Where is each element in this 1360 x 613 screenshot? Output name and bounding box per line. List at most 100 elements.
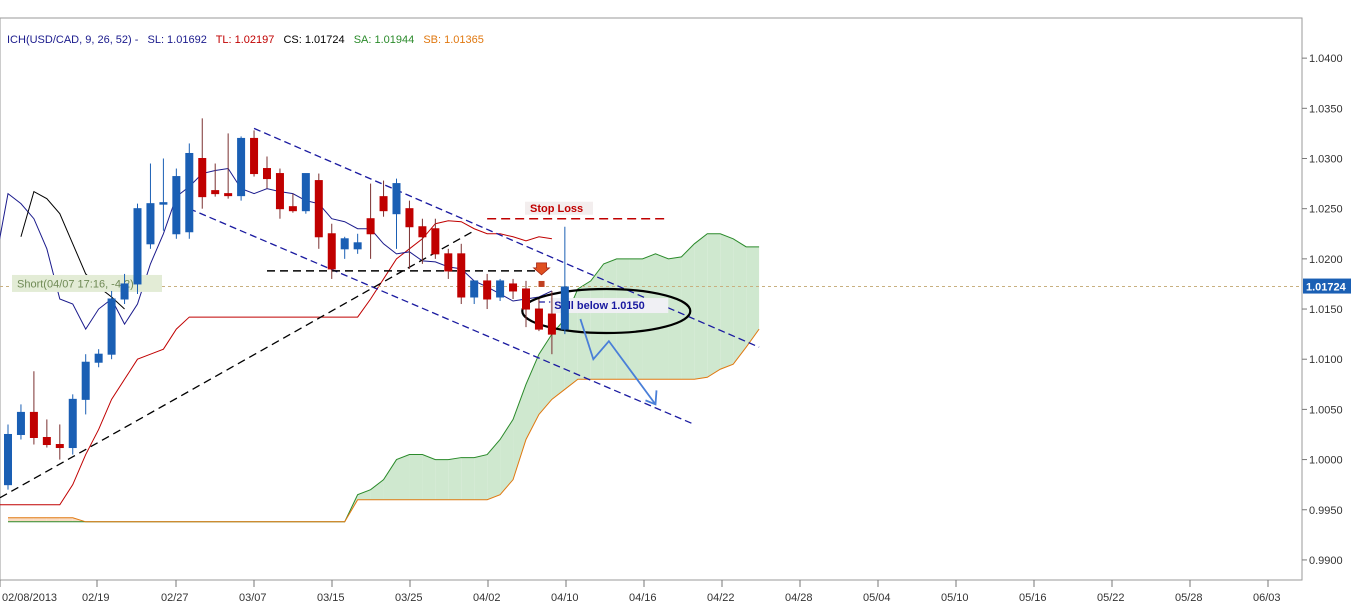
cloud-segment	[409, 454, 423, 500]
cloud-segment	[538, 334, 552, 415]
x-tick-label: 02/27	[161, 592, 189, 604]
cloud-segment	[59, 517, 73, 522]
x-tick-label: 05/04	[863, 592, 891, 604]
x-tick-label: 05/28	[1175, 592, 1203, 604]
candle-body	[379, 196, 388, 212]
candle-body	[16, 411, 25, 435]
candle-body	[55, 444, 64, 449]
cloud-segment	[46, 517, 60, 522]
indicator-label: ICH(USD/CAD, 9, 26, 52) -	[7, 34, 139, 46]
candle-body	[560, 286, 569, 330]
candle-body	[547, 313, 556, 335]
cloud-segment	[590, 263, 604, 380]
candle-body	[431, 228, 440, 255]
candle-body	[120, 283, 129, 300]
current-price-label: 1.01724	[1306, 282, 1347, 294]
cloud-segment	[733, 238, 747, 365]
candle-body	[470, 280, 479, 298]
candle-body	[457, 253, 466, 298]
sell-label-box	[550, 298, 669, 314]
x-tick-label: 02/08/2013	[2, 592, 57, 604]
candle-body	[237, 137, 246, 197]
cloud-segment	[746, 246, 760, 348]
cloud-segment	[435, 459, 449, 500]
candle-body	[185, 152, 194, 233]
cloud-segment	[8, 517, 21, 522]
candle-body	[211, 190, 220, 195]
candle-body	[288, 206, 297, 212]
sell-label: Sell below 1.0150	[554, 300, 645, 312]
candle-body	[4, 433, 12, 486]
cloud-segment	[655, 253, 669, 380]
x-tick-label: 04/10	[551, 592, 579, 604]
cloud-segment	[694, 233, 708, 380]
candle-body	[42, 436, 51, 446]
entry-marker	[538, 280, 545, 287]
y-tick-label: 1.0350	[1309, 103, 1343, 115]
candle-body	[224, 193, 233, 197]
chart-legend: ICH(USD/CAD, 9, 26, 52) - SL: 1.01692 TL…	[7, 34, 484, 46]
cloud-segment	[603, 258, 617, 380]
y-tick-label: 1.0250	[1309, 204, 1343, 216]
cloud-segment	[629, 258, 643, 380]
cloud-segment	[461, 457, 475, 500]
stop-loss-label: Stop Loss	[530, 203, 583, 215]
candle-body	[263, 168, 271, 180]
cloud-segment	[357, 489, 371, 500]
candle-body	[29, 411, 38, 438]
senkou-b-line	[8, 328, 760, 523]
candle-body	[198, 158, 207, 198]
cloud-segment	[513, 384, 526, 480]
y-tick-label: 1.0050	[1309, 404, 1343, 416]
candle-body	[444, 253, 453, 272]
candle-body	[250, 137, 259, 175]
x-tick-label: 05/16	[1019, 592, 1047, 604]
x-tick-label: 04/28	[785, 592, 813, 604]
cloud-segment	[707, 233, 721, 378]
candle-body	[496, 280, 505, 298]
candle-body	[353, 242, 362, 250]
sa-label: SA: 1.01944	[354, 34, 415, 46]
upper-channel-line	[253, 127, 760, 348]
candle-body	[81, 361, 90, 400]
y-tick-label: 1.0000	[1309, 455, 1343, 467]
cloud-segment	[370, 479, 384, 500]
candle-body	[405, 208, 414, 228]
x-tick-label: 04/02	[473, 592, 501, 604]
candle-body	[314, 180, 323, 238]
y-tick-label: 0.9900	[1309, 555, 1343, 567]
y-tick-label: 1.0150	[1309, 304, 1343, 316]
y-tick-label: 1.0200	[1309, 254, 1343, 266]
x-tick-label: 02/19	[82, 592, 110, 604]
cloud-segment	[396, 454, 410, 500]
cloud-segment	[448, 457, 462, 500]
y-axis-ticks: 1.0400 1.0350 1.0300 1.0250 1.0200 1.0150 1.01…	[1302, 53, 1351, 567]
projected-arrowhead	[645, 390, 658, 406]
kijun-line	[0, 220, 552, 506]
candle-body	[327, 233, 336, 270]
tl-label: TL: 1.02197	[216, 34, 275, 46]
candle-body	[392, 183, 401, 215]
short-label: Short(04/07 17:16, -4.2)	[17, 278, 134, 290]
x-tick-label: 04/16	[629, 592, 657, 604]
current-price-tag	[1303, 278, 1351, 294]
chikou-line	[20, 190, 125, 310]
cloud-segment	[551, 319, 565, 400]
sl-label: SL: 1.01692	[147, 34, 206, 46]
cloud-segment	[487, 439, 501, 500]
cloud-segment	[422, 454, 436, 500]
candle-body	[94, 353, 103, 363]
y-tick-label: 1.0400	[1309, 53, 1343, 65]
cs-label: CS: 1.01724	[283, 34, 344, 46]
cloud-segment	[526, 354, 539, 440]
x-tick-label: 03/25	[395, 592, 423, 604]
candlesticks	[4, 118, 569, 490]
cloud-segment	[500, 419, 514, 495]
sb-label: SB: 1.01365	[423, 34, 484, 46]
candle-body	[172, 176, 181, 235]
x-tick-label: 03/07	[239, 592, 267, 604]
lower-channel-line	[189, 208, 695, 426]
y-tick-label: 1.0300	[1309, 154, 1343, 166]
